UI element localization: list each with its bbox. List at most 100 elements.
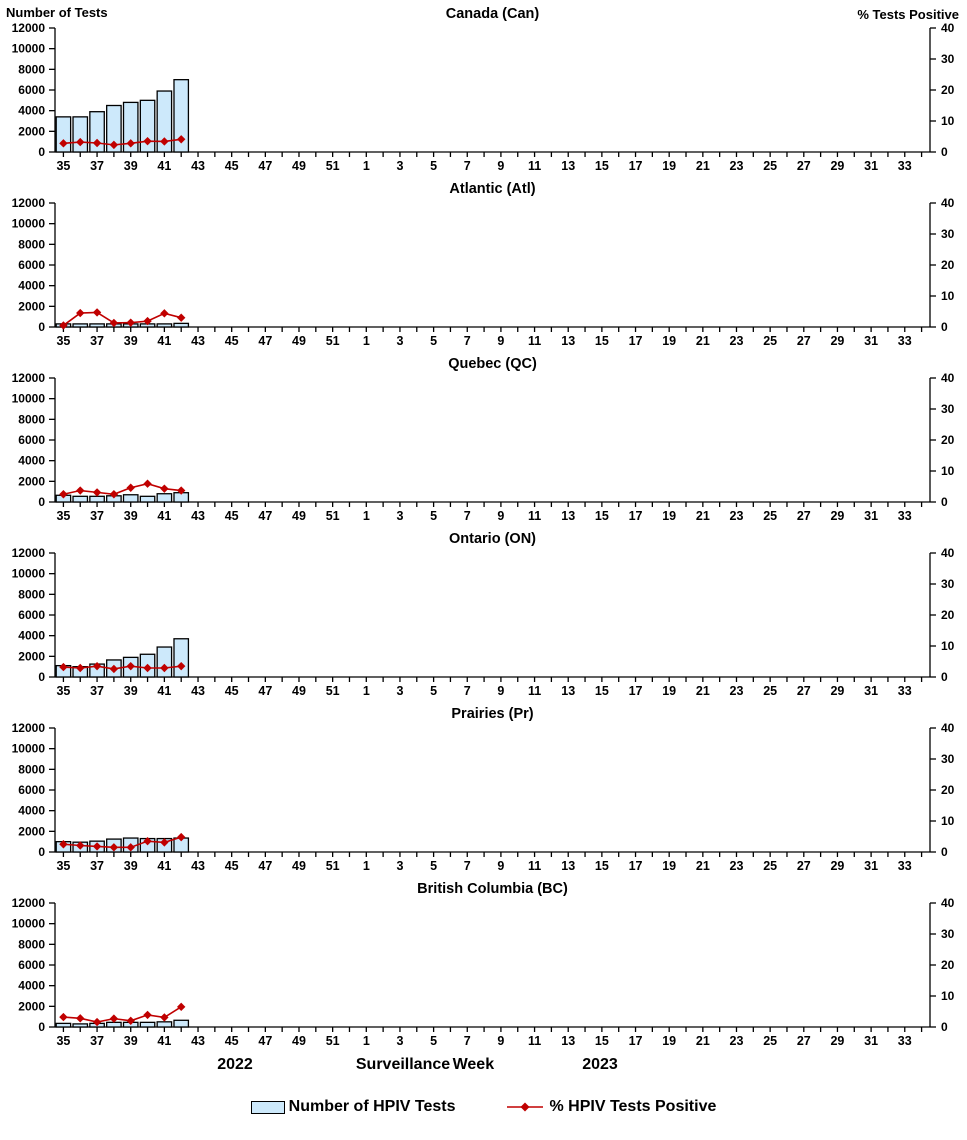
x-tick-label: 1 — [363, 859, 370, 873]
data-point-diamond — [177, 135, 186, 144]
test-bar — [89, 323, 105, 328]
test-bar — [173, 1019, 190, 1028]
x-tick-label: 39 — [124, 509, 138, 523]
x-tick-label: 21 — [696, 509, 710, 523]
x-tick-label: 3 — [396, 334, 403, 348]
x-tick-label: 11 — [528, 684, 541, 698]
data-point-diamond — [177, 661, 186, 671]
right-tick-label: 0 — [941, 1020, 948, 1034]
left-tick-label: 12000 — [12, 21, 46, 35]
left-tick-label: 2000 — [18, 299, 45, 313]
x-tick-label: 9 — [497, 859, 504, 873]
right-tick-label: 30 — [941, 402, 955, 416]
x-tick-label: 7 — [464, 684, 471, 698]
x-tick-label: 35 — [56, 509, 70, 523]
data-point-diamond — [177, 313, 186, 322]
panel-title: Quebec (QC) — [448, 356, 537, 372]
x-tick-label: 29 — [830, 334, 844, 348]
data-point-diamond — [109, 664, 119, 674]
x-tick-label: 3 — [396, 1034, 403, 1048]
x-tick-label: 51 — [326, 159, 340, 173]
panel-on: Ontario (ON) 0 2000 4000 6000 8000 10000 12000 0… — [12, 531, 955, 698]
x-tick-label: 13 — [561, 1034, 575, 1048]
x-tick-label: 49 — [292, 1034, 306, 1048]
x-tick-label: 21 — [696, 159, 710, 173]
x-tick-label: 13 — [561, 159, 575, 173]
data-point-diamond — [160, 838, 169, 847]
test-bar — [72, 495, 89, 503]
data-point-diamond — [126, 483, 135, 492]
data-point-diamond — [109, 1014, 119, 1023]
x-tick-label: 29 — [830, 859, 844, 873]
data-point-diamond — [59, 1012, 68, 1022]
test-bar — [173, 79, 190, 153]
data-point-diamond — [76, 137, 85, 147]
data-point-diamond — [76, 486, 85, 495]
x-tick-label: 21 — [696, 684, 710, 698]
x-tick-label: 13 — [561, 509, 575, 523]
x-tick-label: 17 — [629, 684, 643, 698]
test-bar — [156, 323, 173, 328]
x-tick-label: 49 — [292, 159, 306, 173]
x-tick-label: 43 — [191, 159, 205, 173]
x-tick-label: 9 — [497, 509, 504, 523]
right-tick-label: 30 — [941, 752, 955, 766]
x-tick-label: 37 — [90, 684, 104, 698]
panel-pr: Prairies (Pr) 0 2000 4000 6000 8000 10000 12000… — [12, 706, 955, 873]
x-tick-label: 33 — [898, 509, 912, 523]
x-tick-label: 1 — [363, 159, 370, 173]
x-tick-label: 41 — [157, 684, 171, 698]
x-tick-label: 33 — [898, 1034, 912, 1048]
left-tick-label: 0 — [38, 495, 45, 509]
right-tick-label: 0 — [941, 320, 948, 334]
x-tick-label: 31 — [864, 684, 878, 698]
x-tick-label: 39 — [124, 159, 138, 173]
left-tick-label: 10000 — [12, 392, 46, 406]
left-tick-label: 4000 — [18, 104, 45, 118]
x-tick-label: 9 — [497, 1034, 504, 1048]
right-tick-label: 10 — [941, 289, 955, 303]
data-point-diamond — [160, 1013, 169, 1022]
left-tick-label: 8000 — [18, 412, 45, 426]
x-tick-label: 23 — [730, 684, 744, 698]
data-point-diamond — [109, 490, 119, 499]
test-bar — [122, 101, 139, 153]
left-tick-label: 4000 — [18, 804, 45, 818]
panel-can: Canada (Can) 0 2000 4000 6000 8000 10000 12000 0… — [12, 6, 955, 173]
test-bar — [72, 323, 89, 328]
left-tick-label: 4000 — [18, 454, 45, 468]
x-tick-label: 17 — [629, 334, 643, 348]
x-tick-label: 37 — [90, 159, 104, 173]
x-tick-label: 49 — [292, 684, 306, 698]
right-tick-label: 20 — [941, 258, 955, 272]
left-tick-label: 6000 — [18, 783, 45, 797]
x-tick-label: 3 — [396, 684, 403, 698]
data-point-diamond — [143, 136, 152, 146]
x-tick-label: 17 — [629, 509, 643, 523]
bars-group — [55, 492, 190, 503]
panel-title: Canada (Can) — [446, 6, 540, 22]
x-tick-label: 43 — [191, 684, 205, 698]
right-tick-label: 40 — [941, 196, 955, 210]
x-tick-label: 41 — [157, 1034, 171, 1048]
x-tick-label: 15 — [595, 859, 609, 873]
x-tick-label: 7 — [464, 1034, 471, 1048]
right-axis-title: % Tests Positive — [857, 7, 959, 22]
x-tick-label: 23 — [730, 1034, 744, 1048]
test-bar — [106, 104, 122, 153]
x-tick-label: 37 — [90, 334, 104, 348]
left-tick-label: 10000 — [12, 917, 46, 931]
x-tick-label: 37 — [90, 1034, 104, 1048]
x-tick-label: 31 — [864, 859, 878, 873]
right-tick-label: 40 — [941, 371, 955, 385]
x-tick-label: 47 — [258, 1034, 272, 1048]
x-tick-label: 15 — [595, 1034, 609, 1048]
x-tick-label: 11 — [528, 159, 541, 173]
test-bar — [139, 1021, 156, 1028]
data-point-diamond — [59, 321, 68, 330]
x-tick-label: 51 — [326, 509, 340, 523]
x-tick-label: 11 — [528, 859, 541, 873]
x-tick-label: 9 — [497, 684, 504, 698]
right-tick-label: 0 — [941, 145, 948, 159]
left-tick-label: 8000 — [18, 587, 45, 601]
